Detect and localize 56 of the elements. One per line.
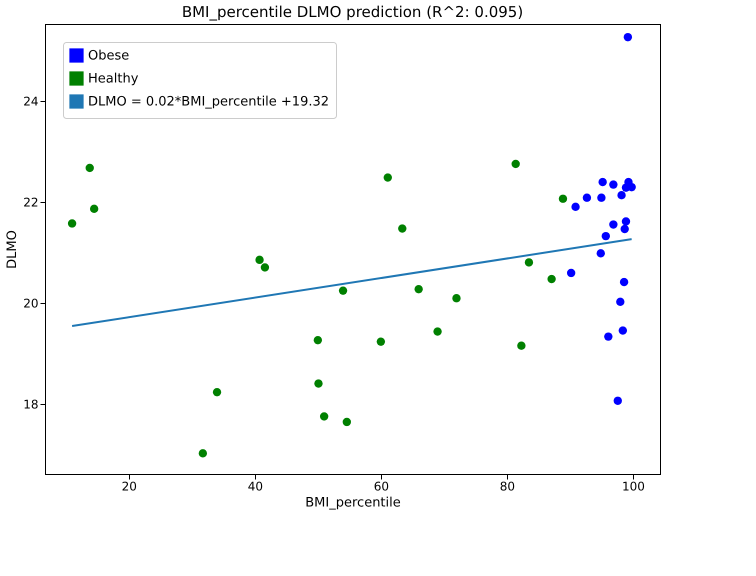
point [255,256,264,264]
point [86,164,94,172]
point [198,449,208,458]
point [376,338,386,346]
point [620,278,628,286]
point [598,178,607,186]
point [338,286,348,295]
point [624,32,632,42]
point [596,249,605,258]
point [414,284,423,294]
y-tick-label: 20 [23,296,38,310]
legend-label: Obese [88,48,130,64]
point [566,268,576,278]
x-tick-label: 60 [374,480,389,494]
point [517,342,526,350]
point [320,412,328,421]
point [616,298,624,306]
point [547,274,556,284]
x-tick-label: 80 [500,480,516,494]
y-tick-label: 22 [23,195,38,210]
point [582,194,592,202]
legend-label: DLMO = 0.02*BMI_percentile +19.32 [88,94,330,110]
x-tick-label: 40 [248,480,263,494]
x-axis-title: BMI_percentile [305,496,401,510]
point [433,327,442,336]
point [90,204,98,214]
point [609,220,618,229]
point [512,160,520,168]
point [602,232,610,240]
point [617,191,626,200]
point [571,202,580,212]
x-tick-label: 20 [122,480,137,494]
y-axis-title: DLMO [5,230,20,269]
point [622,217,630,226]
legend-label: Healthy [88,72,139,86]
point [618,326,628,335]
chart-title: BMI_percentile DLMO prediction (R^2: 0.095) [182,3,524,21]
point [620,224,629,234]
point [212,388,222,396]
point [614,396,622,405]
x-tick-label: 100 [622,480,645,494]
y-tick-label: 18 [23,397,38,412]
point [558,194,568,203]
point [524,258,534,267]
point [314,336,322,344]
point [384,173,392,182]
point [342,418,352,426]
point [68,219,76,228]
point [604,332,613,341]
point [609,180,618,189]
point [314,379,323,388]
point [597,194,606,202]
point [452,294,461,302]
y-tick-label: 24 [23,94,38,108]
point [260,263,270,272]
point [398,224,406,233]
